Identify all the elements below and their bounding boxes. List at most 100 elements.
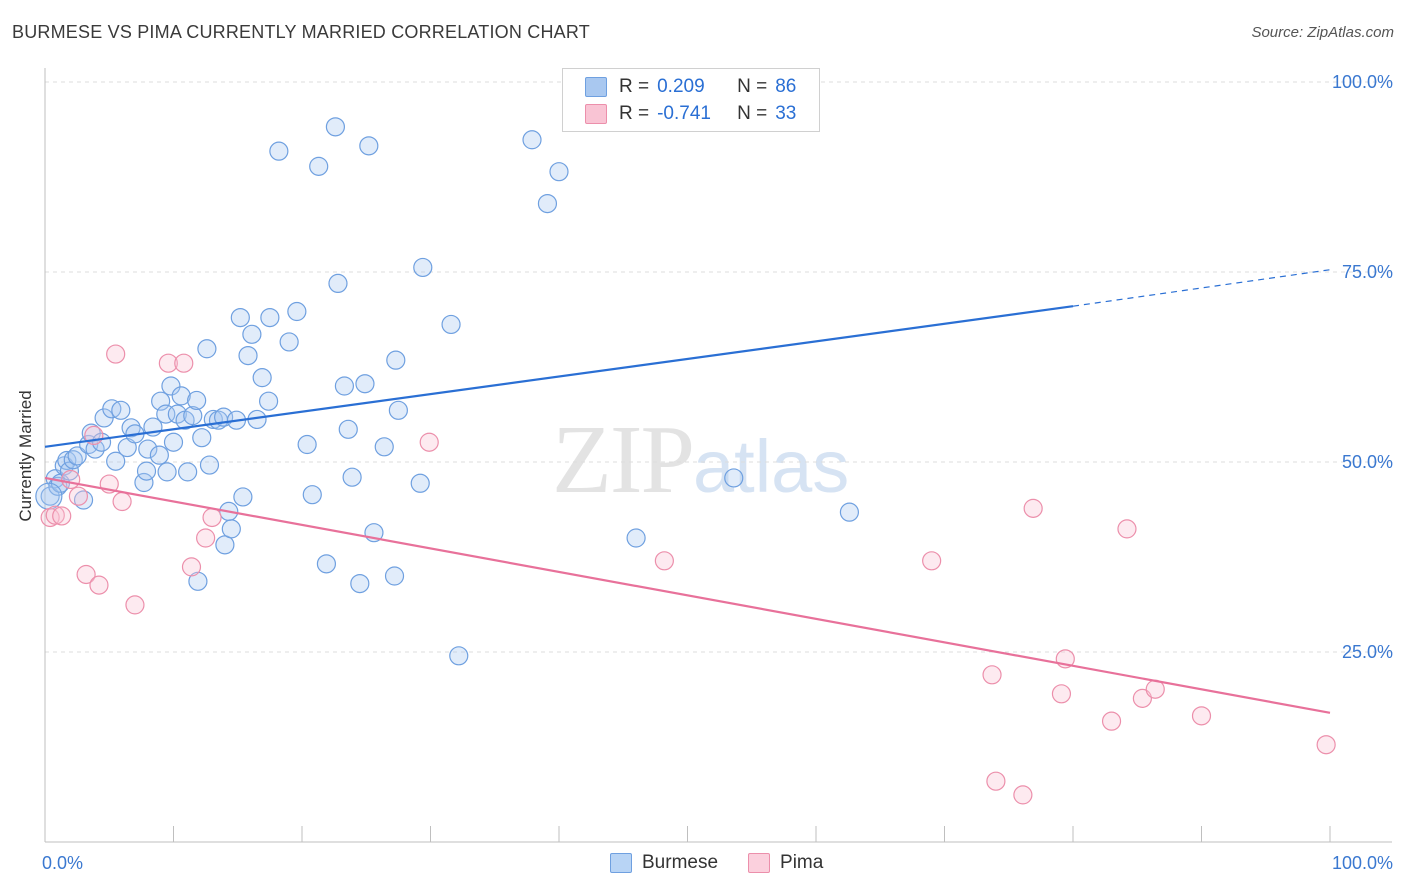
pima-point [68,486,89,506]
stats-row-burmese: R = 0.209 N = 86 [585,73,796,101]
x-tick-label: 0.0% [42,853,83,873]
burmese-point [269,141,289,161]
burmese-point [287,301,307,322]
pima-point [52,506,72,526]
pima-point [1191,706,1212,726]
burmese-point [325,117,346,137]
legend-swatch-burmese [610,853,632,873]
watermark-zip: ZIP [552,406,695,514]
pima-point [125,595,145,615]
legend-label: Burmese [642,852,719,873]
pima-point [986,771,1006,791]
burmese-point [221,519,241,539]
pima-points [40,344,1336,805]
burmese-point [167,404,187,424]
burmese-point [149,445,169,465]
legend-label: Pima [780,852,824,873]
burmese-point [171,386,191,406]
burmese-trend-line [44,305,1074,448]
burmese-point [537,194,558,214]
burmese-point [67,446,87,466]
burmese-point [359,136,379,156]
r-label: R = [619,76,650,97]
y-tick-label: 75.0% [1342,262,1393,282]
pima-point [61,469,81,490]
axes [44,68,1392,843]
pima-point [181,557,202,577]
burmese-point [252,368,272,388]
burmese-point [161,376,181,396]
trend-lines [44,269,1331,714]
burmese-point [279,332,299,352]
pima-point [112,491,132,512]
legend: Burmese Pima [610,852,853,874]
burmese-point [549,162,569,182]
burmese-point [136,461,157,481]
burmese-point [187,390,207,411]
burmese-point [230,308,250,328]
pima-point [1023,498,1043,518]
y-tick-label: 100.0% [1332,72,1393,92]
burmese-point [199,455,220,475]
burmese-point [441,314,461,335]
burmese-point [111,400,131,420]
burmese-point [342,467,362,487]
watermark: ZIPatlas [552,404,849,516]
pima-point [654,551,674,571]
pima-point [419,432,439,452]
x-tick-label: 100.0% [1332,853,1393,873]
pima-point [158,353,178,373]
legend-item-pima[interactable]: Pima [748,852,823,874]
n-label: N = [737,76,768,97]
n-label: N = [737,103,768,124]
burmese-point [138,439,158,459]
burmese-point [156,404,176,424]
y-tick-label: 50.0% [1342,452,1393,472]
burmese-point [350,573,370,594]
burmese-point [178,462,198,482]
burmese-point [233,487,253,507]
burmese-point [449,646,469,666]
pima-point [76,564,96,585]
chart-source: Source: ZipAtlas.com [1251,24,1394,41]
watermark-atlas: atlas [693,425,850,508]
burmese-point [134,472,154,493]
burmese-point [374,437,394,457]
burmese-point [626,528,646,548]
pima-point [202,507,222,528]
pima-point [196,528,216,548]
burmese-point [157,462,177,482]
burmese-point [260,308,280,328]
burmese-point [197,339,217,359]
pima-point [45,505,65,525]
pima-trend-line [44,476,1331,714]
burmese-point [192,428,212,448]
burmese-point [386,350,406,370]
burmese-point [63,450,83,470]
pima-point [106,344,126,364]
pima-point [922,551,942,571]
burmese-trend-extension [1072,269,1331,307]
legend-item-burmese[interactable]: Burmese [610,852,718,874]
burmese-point [338,419,358,439]
burmese-point [106,451,126,471]
burmese-point [163,432,184,452]
stats-swatch-burmese [585,77,607,97]
burmese-point [839,502,860,522]
burmese-point [73,490,94,510]
burmese-point [258,391,279,411]
burmese-point [413,257,433,278]
burmese-point [242,324,262,344]
burmese-point [724,468,744,488]
burmese-point [238,346,258,366]
burmese-point [35,482,63,510]
pima-point [89,575,109,595]
n-value: 33 [775,103,797,124]
stats-box: R = 0.209 N = 86 R = -0.741 N = 33 [562,68,820,132]
burmese-point [410,473,430,493]
pima-point [1101,711,1122,731]
burmese-point [328,273,348,293]
legend-swatch-pima [748,853,771,873]
stats-swatch-pima [585,104,607,124]
burmese-point [297,434,317,455]
